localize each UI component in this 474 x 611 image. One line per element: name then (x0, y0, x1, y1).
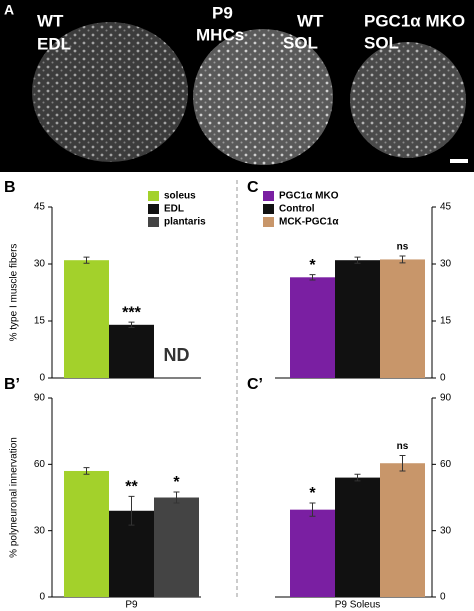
annotation: ns (397, 242, 409, 253)
y-tick-label: 30 (440, 525, 452, 536)
error-bar (173, 491, 180, 504)
error-bar (354, 256, 361, 264)
y-tick-label: 90 (34, 393, 46, 404)
y-tick-label: 60 (34, 459, 46, 470)
legend-swatch (148, 191, 159, 201)
image-label: SOL (364, 33, 399, 52)
error-bar (128, 495, 135, 526)
scale-bar (450, 159, 468, 163)
muscle-fibers (32, 22, 188, 162)
bar (335, 260, 380, 378)
error-bar (399, 454, 406, 472)
panel-label: B’ (4, 376, 20, 393)
y-tick-label: 0 (39, 592, 45, 603)
bar (290, 509, 335, 597)
panel-label: A (4, 2, 14, 18)
error-bar (309, 502, 316, 517)
annotation: * (309, 485, 316, 502)
error-bar (83, 467, 90, 475)
panel-label: C’ (247, 376, 263, 393)
legend-swatch (263, 204, 274, 214)
annotation: ** (125, 479, 138, 496)
annotation: ns (397, 441, 409, 452)
y-tick-label: 45 (440, 202, 452, 213)
y-tick-label: 15 (440, 316, 452, 327)
y-axis-label: % polyneuronal innervation (9, 437, 20, 558)
legend-label: PGC1α MKO (279, 191, 339, 202)
image-label: MHCs (196, 25, 244, 44)
legend-label: Control (279, 204, 315, 215)
error-bar (399, 255, 406, 264)
legend-swatch (148, 217, 159, 227)
legend-swatch (148, 204, 159, 214)
y-tick-label: 30 (34, 259, 46, 270)
muscle-fibers (193, 29, 333, 165)
error-bar (128, 321, 135, 328)
bar (154, 497, 199, 597)
error-bar (83, 256, 90, 264)
annotation: * (173, 474, 180, 491)
annotation: *** (122, 304, 141, 321)
legend-label: MCK-PGC1α (279, 217, 339, 228)
image-label: WT (297, 11, 324, 30)
panel-label: C (247, 179, 259, 196)
y-tick-label: 90 (440, 393, 452, 404)
legend-swatch (263, 217, 274, 227)
bar (290, 277, 335, 378)
x-axis-label: P9 Soleus (335, 600, 381, 611)
legend-label: EDL (164, 204, 184, 215)
bar (64, 260, 109, 378)
y-tick-label: 60 (440, 459, 452, 470)
y-tick-label: 45 (34, 202, 46, 213)
bar (380, 463, 425, 597)
y-tick-label: 0 (440, 373, 446, 384)
image-label: P9 (212, 3, 233, 22)
y-tick-label: 30 (34, 525, 46, 536)
micrograph-panel: A WT EDL P9 MHCs WT SOL PGC1α MKO SOL (0, 0, 474, 172)
panel-label: B (4, 179, 16, 196)
image-label: PGC1α MKO (364, 11, 465, 30)
annotation: ND (164, 345, 190, 365)
bar (64, 470, 109, 597)
y-tick-label: 0 (440, 592, 446, 603)
bar (335, 477, 380, 597)
bar (109, 324, 154, 378)
legend-label: soleus (164, 191, 196, 202)
y-tick-label: 30 (440, 259, 452, 270)
bar (380, 259, 425, 378)
y-axis-label: % type I muscle fibers (9, 244, 20, 342)
error-bar (309, 274, 316, 281)
legend-label: plantaris (164, 217, 206, 228)
image-label: EDL (37, 34, 71, 53)
legend-swatch (263, 191, 274, 201)
error-bar (354, 473, 361, 482)
muscle-fibers (350, 42, 466, 158)
x-axis-label: P9 (125, 600, 138, 611)
y-tick-label: 15 (34, 316, 46, 327)
image-label: SOL (283, 33, 318, 52)
annotation: * (309, 257, 316, 274)
y-tick-label: 0 (39, 373, 45, 384)
image-label: WT (37, 11, 64, 30)
